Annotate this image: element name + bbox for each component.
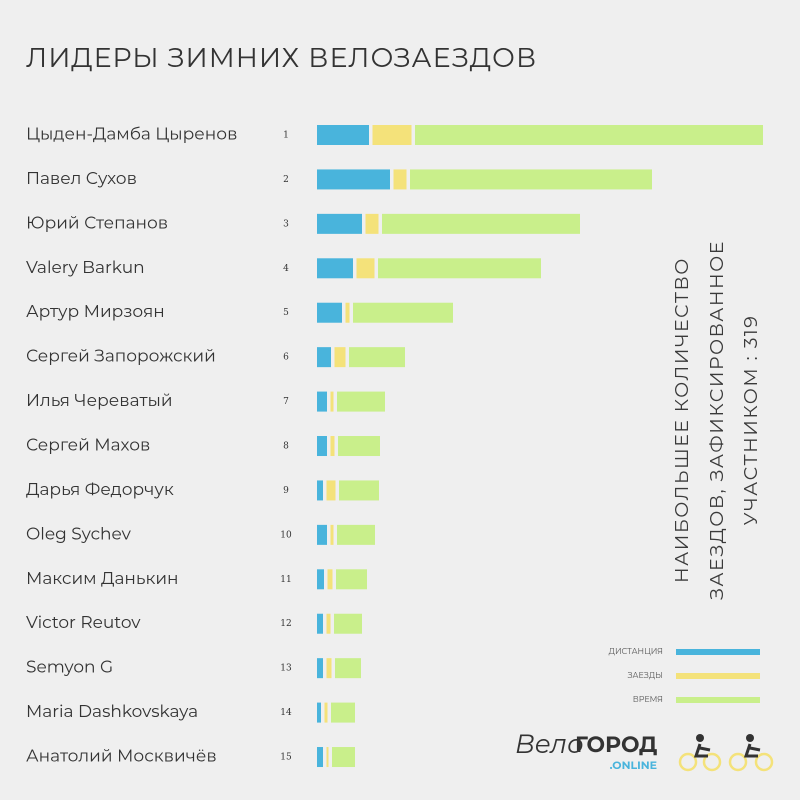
bar-segment (337, 524, 375, 545)
logo-text: ГОРОД (575, 731, 657, 758)
bar-segment (317, 613, 323, 634)
bar-segment (317, 480, 323, 501)
bar-segment (326, 613, 331, 634)
rank-label: 11 (280, 575, 291, 585)
bar-segment (317, 302, 342, 323)
rank-label: 5 (283, 308, 289, 318)
rank-label: 10 (280, 530, 292, 540)
bar-segment (365, 213, 379, 234)
bar-segment (334, 347, 346, 368)
logo: Вело ГОРОД .ONLINE (515, 728, 774, 772)
icon (678, 752, 698, 772)
bar-segment (415, 125, 763, 145)
bar-segment (317, 169, 390, 190)
annotation: НАИБОЛЬШЕЕ КОЛИЧЕСТВО (670, 257, 693, 583)
category-label: Maria Dashkovskaya (26, 702, 198, 722)
bar-segment (317, 213, 362, 234)
bar-segment (393, 169, 407, 190)
icon (693, 743, 711, 758)
legend-label: ДИСТАНЦИЯ (609, 647, 663, 657)
category-label: Юрий Степанов (26, 213, 168, 233)
category-label: Victor Reutov (26, 613, 141, 633)
icon (746, 734, 754, 742)
bar-segment (317, 436, 327, 457)
bar-segment (317, 347, 331, 368)
bar-segment (345, 302, 350, 323)
bar-segment (372, 125, 412, 145)
rank-label: 6 (283, 353, 289, 363)
rank-label: 9 (283, 486, 289, 496)
rank-label: 13 (280, 664, 292, 674)
annotation: УЧАСТНИКОМ : 319 (739, 315, 762, 526)
bar-segment (382, 213, 580, 234)
bar-segment (317, 702, 321, 723)
bar-segment (335, 658, 361, 679)
bar-segment (324, 702, 328, 723)
bar-segment (317, 658, 323, 679)
bar-segment (336, 569, 367, 590)
category-label: Дарья Федорчук (26, 480, 174, 500)
icon (728, 752, 748, 772)
bar-segment (349, 347, 405, 368)
rank-label: 15 (280, 753, 292, 763)
category-label: Semyon G (26, 658, 113, 678)
bar-segment (317, 258, 353, 279)
bar-segment (337, 391, 385, 412)
category-label: Илья Череватый (26, 391, 173, 411)
icon (754, 752, 774, 772)
category-label: Максим Данькин (26, 569, 179, 589)
rank-label: 14 (280, 708, 292, 718)
bar-segment (317, 391, 327, 412)
bar-segment (317, 125, 369, 145)
category-label: Артур Мирзоян (26, 302, 165, 322)
rank-label: 2 (283, 175, 289, 185)
category-label: Valery Barkun (26, 258, 145, 278)
category-label: Цыден-Дамба Цыренов (26, 124, 237, 144)
bar-segment (330, 524, 334, 545)
icon (702, 752, 722, 772)
legend-label: ВРЕМЯ (633, 695, 663, 705)
bar-segment (353, 302, 453, 323)
logo-text: .ONLINE (610, 758, 657, 772)
rank-label: 3 (283, 219, 289, 229)
rank-label: 8 (283, 442, 289, 452)
bar-segment (317, 747, 323, 768)
annotation: ЗАЕЗДОВ, ЗАФИКСИРОВАННОЕ (705, 240, 728, 600)
category-label: Анатолий Москвичёв (26, 746, 217, 766)
bar-segment (330, 436, 335, 457)
bar-segment (334, 613, 362, 634)
bar-segment (317, 569, 324, 590)
bar-segment (331, 702, 355, 723)
bar-segment (317, 524, 327, 545)
rank-label: 7 (283, 397, 289, 407)
bar-segment (330, 391, 334, 412)
logo-text: Вело (515, 728, 584, 760)
bar-segment (339, 480, 379, 501)
bar-segment (326, 658, 332, 679)
chart-title: ЛИДЕРЫ ЗИМНИХ ВЕЛОЗАЕЗДОВ (26, 41, 537, 74)
bar-segment (356, 258, 375, 279)
rank-label: 4 (283, 264, 289, 274)
category-label: Сергей Махов (26, 435, 150, 455)
rank-label: 1 (283, 131, 289, 141)
bar-segment (326, 480, 336, 501)
bar-segment (326, 747, 329, 768)
category-label: Сергей Запорожский (26, 347, 216, 367)
bar-segment (410, 169, 652, 190)
category-label: Oleg Sychev (26, 524, 132, 544)
bar-segment (378, 258, 541, 279)
bar-segment (332, 747, 355, 768)
category-label: Павел Сухов (26, 169, 137, 189)
icon (743, 743, 761, 758)
rank-label: 12 (280, 619, 291, 629)
bar-segment (327, 569, 333, 590)
icon (696, 734, 704, 742)
legend-label: ЗАЕЗДЫ (628, 671, 663, 681)
bar-segment (338, 436, 380, 457)
